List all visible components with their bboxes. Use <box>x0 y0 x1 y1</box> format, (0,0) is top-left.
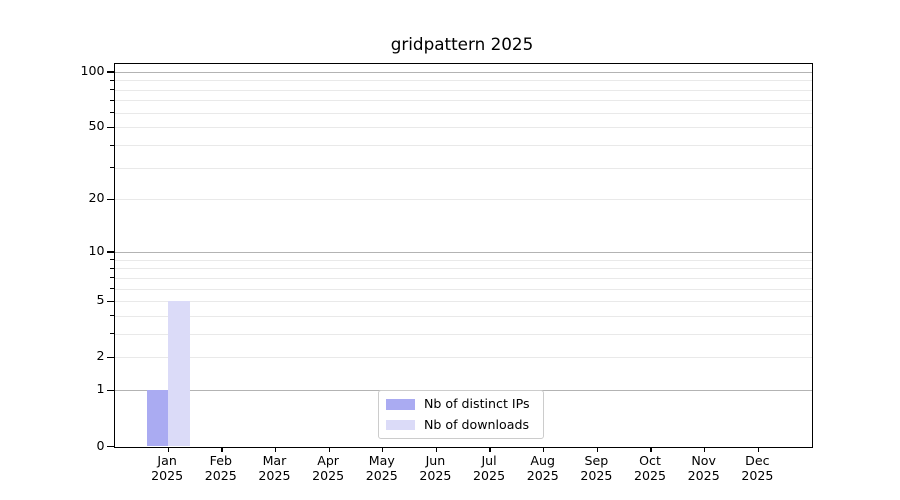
y-tick-label: 2 <box>96 348 105 364</box>
legend-swatch-distinct-ips-icon <box>386 399 415 410</box>
legend: Nb of distinct IPs Nb of downloads <box>378 390 544 439</box>
gridline-minor <box>114 357 812 359</box>
x-tick-mark <box>435 447 438 453</box>
gridline-minor <box>114 89 812 91</box>
y-tick-mark <box>106 198 114 201</box>
y-minor-tick-mark <box>109 99 114 101</box>
gridline-minor <box>114 259 812 261</box>
y-minor-tick-mark <box>109 79 114 81</box>
y-tick-mark <box>106 71 114 73</box>
gridline-major <box>114 71 812 73</box>
x-tick-mark <box>328 447 330 453</box>
x-tick-label: May 2025 <box>365 453 398 484</box>
gridline-minor <box>114 268 812 270</box>
gridline-minor <box>114 127 812 129</box>
legend-swatch-downloads-icon <box>386 419 415 430</box>
chart-title: gridpattern 2025 <box>390 34 534 54</box>
y-tick-label: 1 <box>96 381 105 397</box>
x-tick-mark <box>167 447 169 453</box>
gridline-minor <box>114 80 812 82</box>
legend-label-distinct-ips: Nb of distinct IPs <box>424 396 530 412</box>
x-tick-label: Jun 2025 <box>419 453 452 484</box>
x-tick-label: Aug 2025 <box>526 453 559 484</box>
y-tick-label: 100 <box>80 62 105 78</box>
x-tick-mark <box>704 447 706 453</box>
bar-nb-of-downloads <box>168 301 190 447</box>
gridline-minor <box>114 301 812 303</box>
y-minor-tick-mark <box>109 277 114 279</box>
y-tick-mark <box>106 389 114 392</box>
x-tick-label: Dec 2025 <box>741 453 774 484</box>
gridline-minor <box>114 100 812 102</box>
gridline-minor <box>114 315 812 317</box>
gridline-minor <box>114 199 812 201</box>
y-minor-tick-mark <box>109 112 114 114</box>
bar-nb-of-distinct-ips <box>146 390 169 447</box>
x-tick-mark <box>221 447 223 453</box>
y-minor-tick-mark <box>109 333 114 335</box>
y-axis: 0 1 2 5 10 20 50 100 <box>0 62 105 453</box>
plot-area <box>106 62 813 453</box>
x-tick-label: Feb 2025 <box>204 453 237 484</box>
legend-label-downloads: Nb of downloads <box>424 416 530 432</box>
x-tick-label: Oct 2025 <box>634 453 667 484</box>
x-tick-mark <box>757 447 760 453</box>
y-minor-tick-mark <box>109 288 114 290</box>
y-tick-mark <box>106 356 114 359</box>
y-tick-label: 10 <box>88 242 105 258</box>
gridline-major <box>114 251 812 253</box>
x-tick-mark <box>596 447 599 453</box>
gridline-minor <box>114 167 812 169</box>
y-tick-mark <box>106 251 114 253</box>
y-minor-tick-mark <box>109 267 114 269</box>
legend-item: Nb of distinct IPs <box>386 394 536 414</box>
x-tick-mark <box>650 447 652 453</box>
y-minor-tick-mark <box>109 167 114 169</box>
x-tick-mark <box>382 447 384 453</box>
gridline-minor <box>114 288 812 290</box>
legend-item: Nb of downloads <box>386 415 536 435</box>
y-minor-tick-mark <box>109 315 114 317</box>
gridline-minor <box>114 112 812 114</box>
x-tick-label: Jul 2025 <box>473 453 506 484</box>
gridline-minor <box>114 277 812 279</box>
x-tick-label: Sep 2025 <box>580 453 613 484</box>
x-tick-mark <box>274 447 277 453</box>
x-tick-label: Mar 2025 <box>258 453 291 484</box>
y-minor-tick-mark <box>109 144 114 146</box>
y-minor-tick-mark <box>109 89 114 91</box>
y-minor-tick-mark <box>109 259 114 261</box>
x-axis: Jan 2025 Feb 2025 Mar 2025 Apr 2025 May 2025… <box>114 451 813 491</box>
y-tick-mark <box>106 446 114 448</box>
y-tick-label: 20 <box>88 190 105 206</box>
x-tick-mark <box>543 447 545 453</box>
x-tick-label: Apr 2025 <box>312 453 345 484</box>
x-tick-label: Nov 2025 <box>687 453 720 484</box>
y-tick-mark <box>106 300 114 302</box>
gridline-minor <box>114 333 812 335</box>
y-tick-label: 50 <box>88 118 105 134</box>
x-tick-mark <box>489 447 491 453</box>
x-tick-label: Jan 2025 <box>151 453 184 484</box>
y-tick-label: 5 <box>96 292 105 308</box>
y-tick-label: 0 <box>96 437 105 453</box>
y-tick-mark <box>106 126 114 129</box>
gridline-minor <box>114 145 812 147</box>
